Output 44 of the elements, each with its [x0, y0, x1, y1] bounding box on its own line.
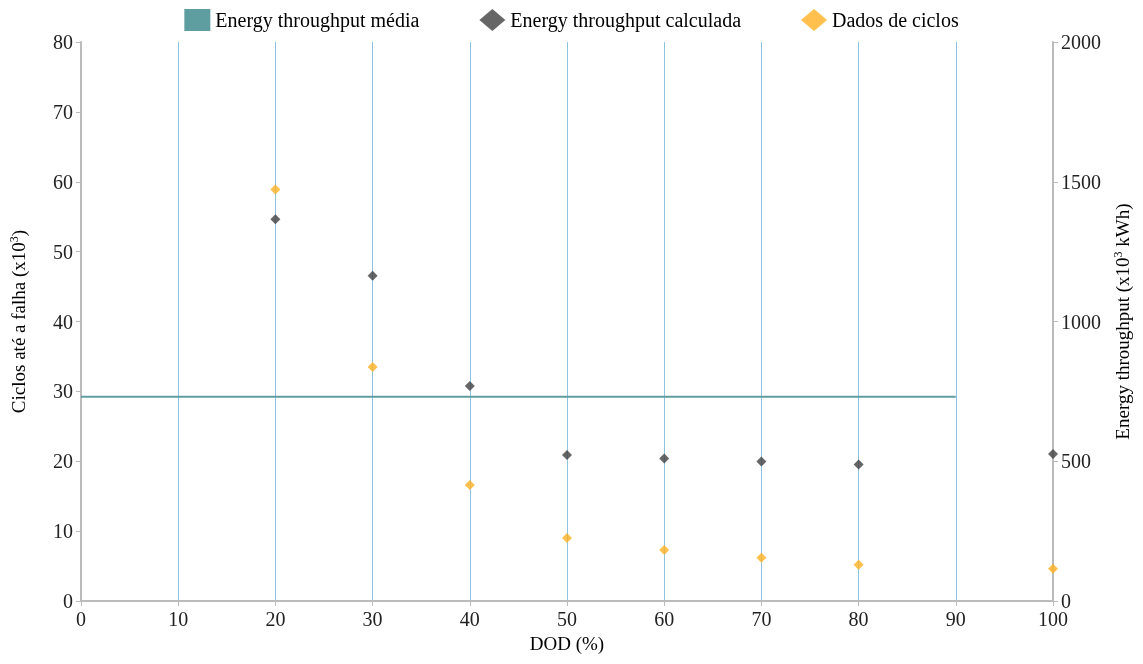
y2-tick-label: 1500: [1061, 170, 1101, 193]
x-tick-label: 60: [654, 608, 675, 630]
y-tick-label: 70: [53, 100, 73, 123]
point: [659, 453, 670, 464]
point: [853, 459, 864, 470]
x-tick-label: 90: [945, 608, 966, 630]
x-tick-label: 10: [168, 608, 189, 630]
x-axis-title: DOD (%): [529, 632, 605, 655]
point: [367, 361, 378, 372]
point: [464, 480, 475, 491]
y-tick-label: 20: [53, 450, 73, 473]
y-tick-label: 0: [63, 590, 73, 612]
point: [562, 533, 572, 544]
y-tick-label: 40: [53, 310, 73, 333]
point: [659, 544, 670, 555]
legend-label: Energy throughput calculada: [510, 9, 742, 32]
y-axis-title: Ciclos até a falha (x103): [7, 229, 30, 414]
y-tick-label: 10: [53, 520, 73, 543]
point: [853, 559, 864, 570]
y-tick-label: 50: [53, 240, 73, 263]
x-tick-label: 80: [848, 608, 869, 630]
point: [270, 214, 281, 225]
x-tick-label: 20: [265, 608, 286, 630]
x-tick-label: 50: [557, 608, 577, 630]
point: [1048, 563, 1058, 574]
y-tick-label: 30: [53, 380, 73, 403]
x-tick-label: 30: [362, 608, 383, 630]
y-tick-label: 80: [53, 31, 73, 53]
y2-tick-label: 1000: [1061, 310, 1101, 333]
point: [367, 270, 378, 281]
point: [1048, 448, 1058, 459]
point: [270, 184, 281, 195]
x-tick-label: 40: [459, 608, 480, 630]
point: [464, 381, 475, 392]
legend-label: Energy throughput média: [215, 9, 420, 32]
legend-label: Dados de ciclos: [832, 9, 959, 31]
point: [756, 552, 767, 563]
y2-tick-label: 2000: [1061, 31, 1101, 53]
y-tick-label: 60: [53, 170, 73, 193]
y2-tick-label: 500: [1061, 450, 1091, 473]
point: [756, 456, 767, 467]
point: [562, 450, 572, 461]
y2-axis-title: Energy throughput (x103 kWh): [1110, 203, 1134, 440]
x-tick-label: 70: [751, 608, 772, 630]
